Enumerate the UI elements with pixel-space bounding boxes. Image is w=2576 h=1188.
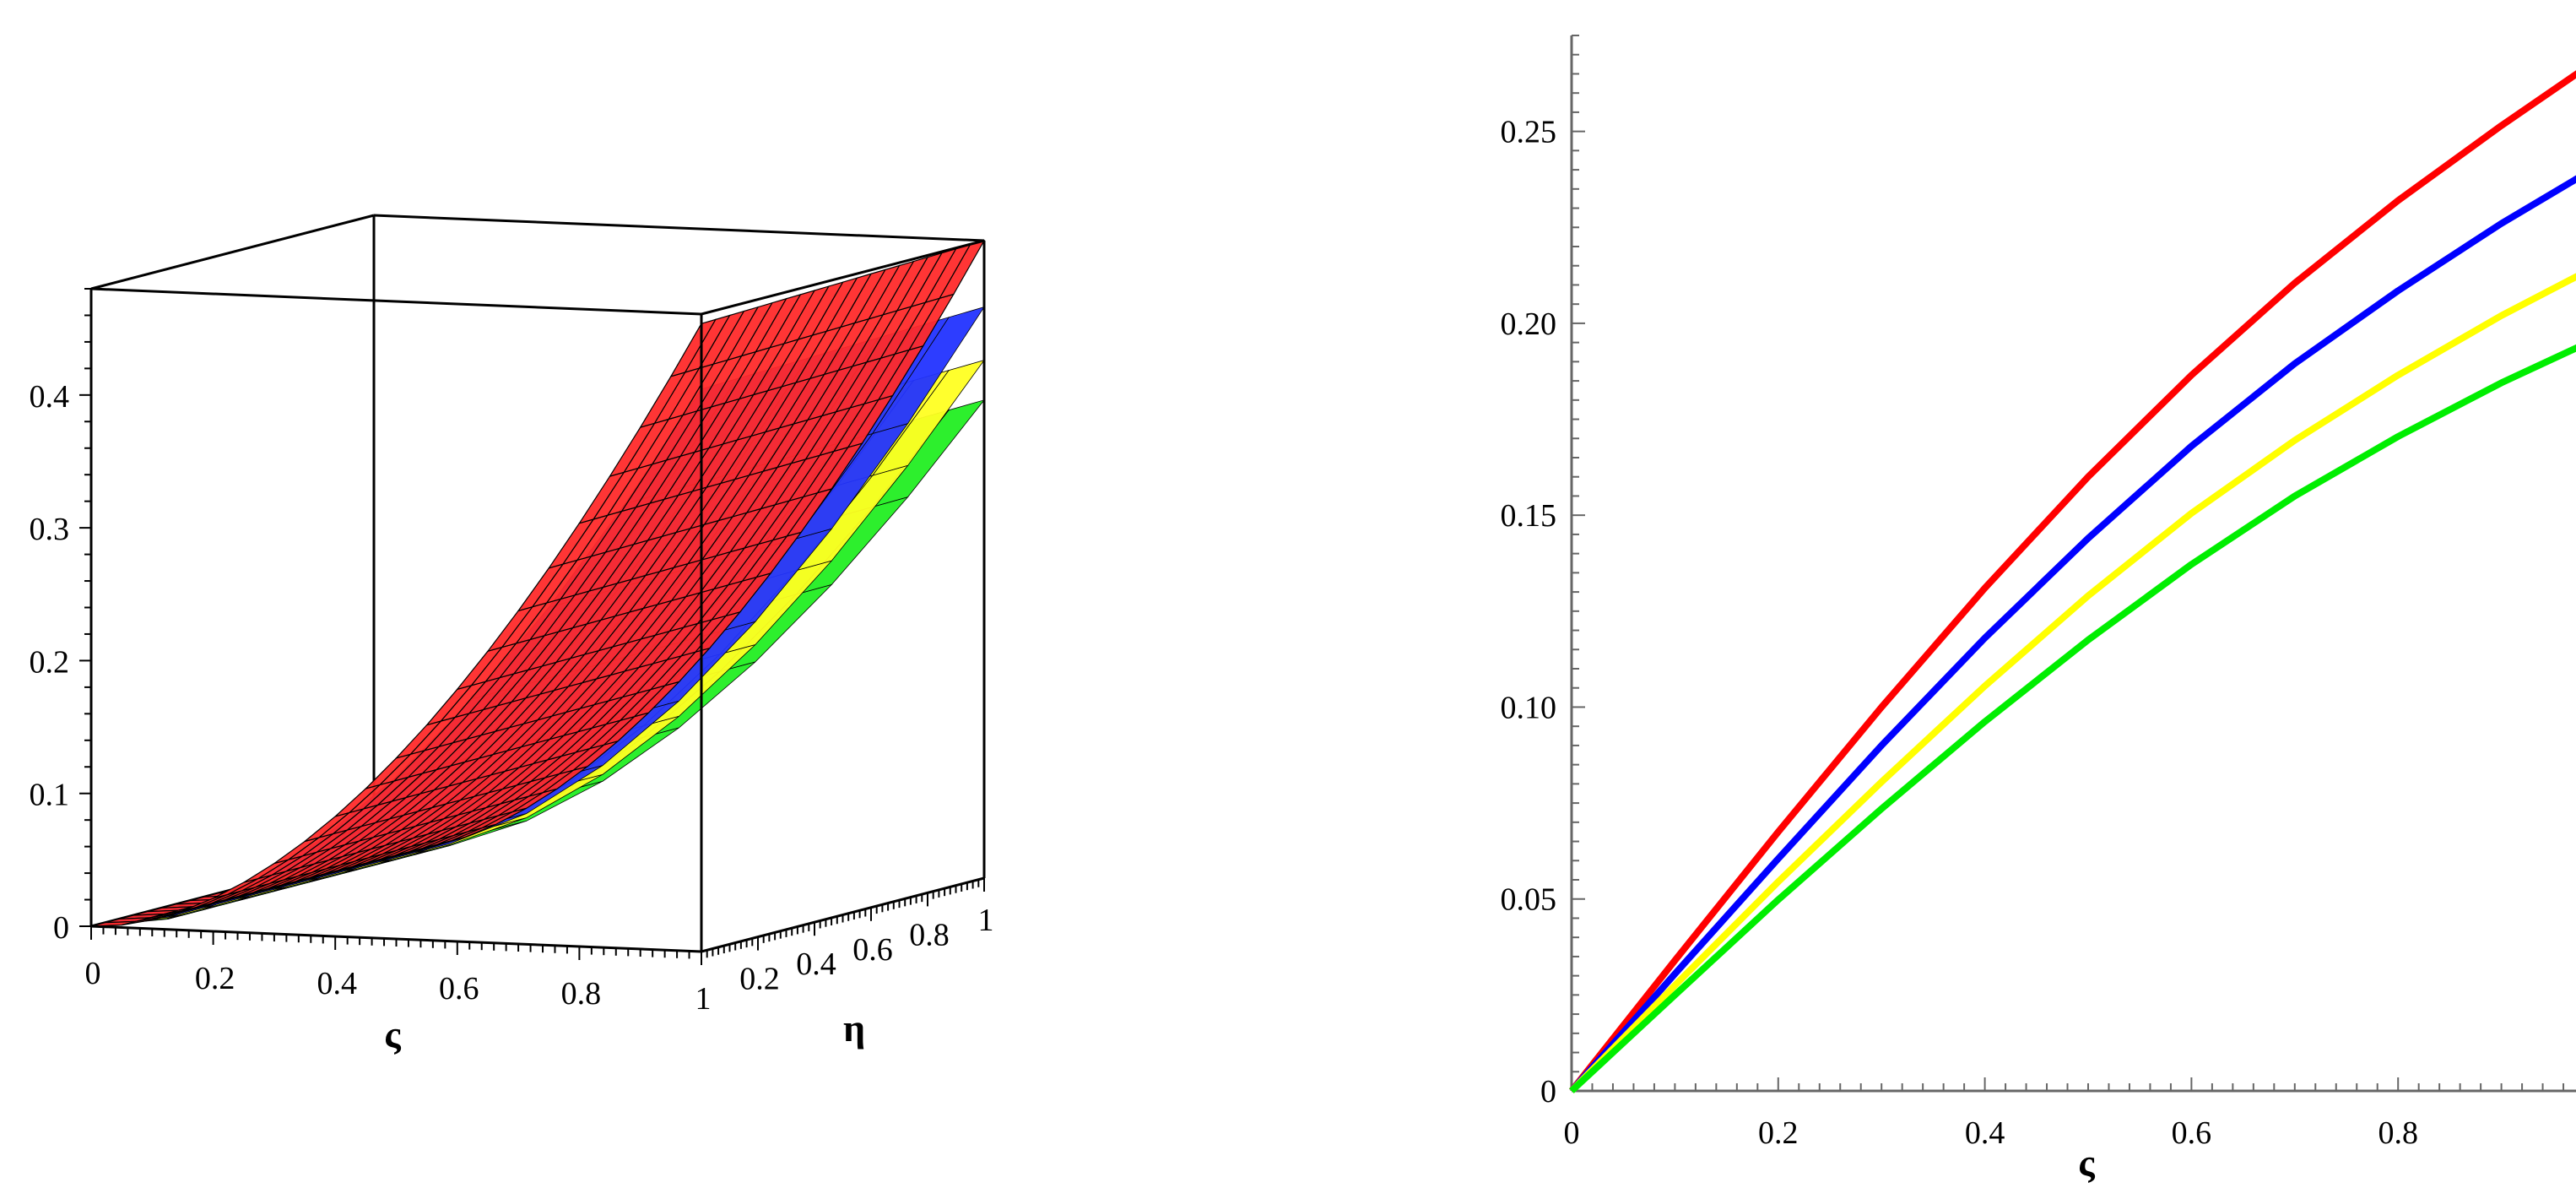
z-tick-label: 0.1 [30,778,70,813]
surface-plot-3d: 0 0.1 0.2 0.3 0.4 0 0.2 0.4 0.6 0.8 1 ς 0.2 0.4 0.6 0.8… [30,214,994,1055]
x-tick-label: 1 [695,981,712,1017]
x-tick-label: 0.8 [561,976,602,1012]
box-edge [90,287,702,316]
y-tick-label: 0.2 [739,962,780,997]
y-axis-label: η [843,1006,865,1050]
x-tick-label: 0 [1564,1115,1580,1151]
y-tick-label: 0.25 [1501,115,1557,150]
box-edge [90,214,375,290]
x-tick-label: 0 [85,956,101,991]
x-axis-label: ς [2078,1141,2095,1184]
series-line-3 [1569,273,2576,1093]
x-tick-label: 0.4 [317,966,357,1001]
y-tick-label: 0.6 [852,932,893,968]
x-tick-label: 0.2 [195,961,235,996]
x-tick-label: 0.2 [1758,1115,1799,1151]
y-tick-label: 0.20 [1501,306,1557,342]
z-tick-label: 0.2 [30,644,70,680]
surface-cell [669,318,717,377]
x-tick-label: 0.8 [2378,1115,2418,1151]
z-tick-label: 0 [53,910,69,946]
x-tick-label: 0.6 [2172,1115,2212,1151]
y-tick-label: 0 [1540,1074,1556,1109]
y-tick-label: 1 [978,903,994,938]
x-tick-label: 0.6 [439,971,479,1006]
y-tick-label: 0.05 [1501,882,1557,918]
series-line-1 [1568,70,2576,1093]
y-tick-label: 0.10 [1501,690,1557,725]
y-tick-label: 0.8 [909,917,950,952]
z-tick-label: 0.3 [30,512,70,547]
x-tick-label: 0.4 [1965,1115,2005,1151]
series-line-2 [1569,175,2576,1093]
x-axis-label: ς [384,1012,401,1055]
z-tick-label: 0.4 [30,379,70,415]
y-tick-label: 0.15 [1501,498,1557,534]
y-tick-label: 0.4 [796,947,836,982]
series-line-4 [1569,344,2576,1093]
box-edge [701,239,985,316]
box-edge [373,214,985,242]
surface-1 [90,240,986,927]
